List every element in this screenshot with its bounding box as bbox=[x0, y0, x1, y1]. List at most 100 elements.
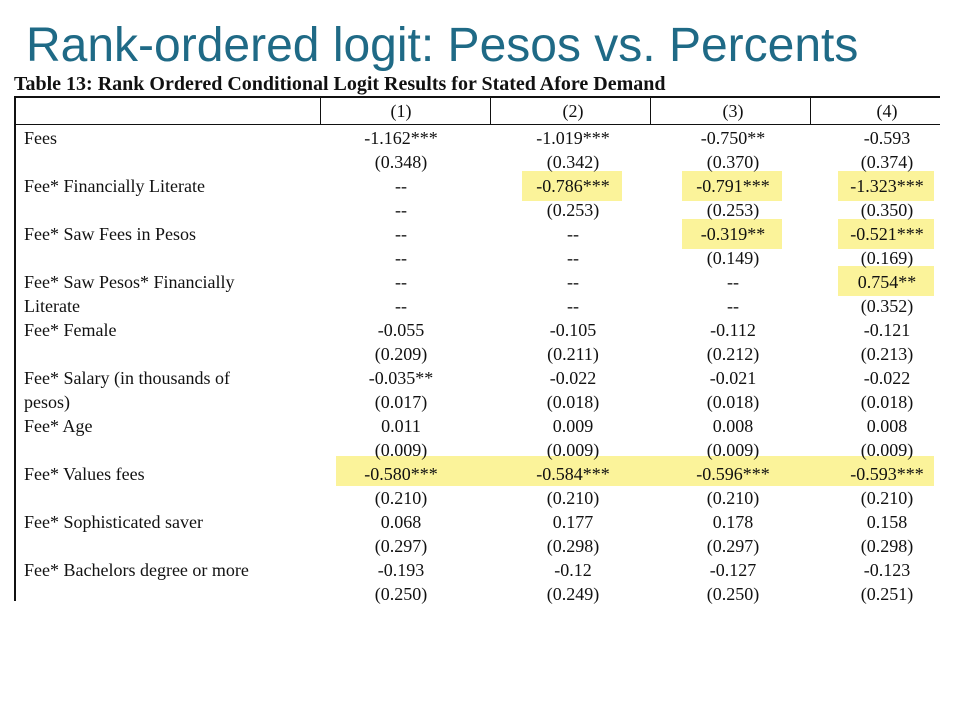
row-label: Fee* Sophisticated saver bbox=[24, 512, 203, 532]
table-cell: (0.350) bbox=[860, 200, 914, 220]
table-row: pesos) (0.017) (0.018) (0.018) (0.018) bbox=[16, 390, 940, 414]
table-cell: -- bbox=[567, 224, 579, 244]
highlight-values-fees-row bbox=[336, 456, 934, 486]
table-cell: (0.017) bbox=[374, 392, 428, 412]
table-cell: -- bbox=[567, 248, 579, 268]
table-caption: Table 13: Rank Ordered Conditional Logit… bbox=[14, 73, 666, 95]
table-row: (0.297) (0.298) (0.297) (0.298) bbox=[16, 534, 940, 558]
table-cell: 0.008 bbox=[712, 416, 754, 436]
highlight-fin-lit-col2 bbox=[522, 171, 622, 201]
table-cell: (0.009) bbox=[706, 440, 760, 460]
table-cell: -0.127 bbox=[709, 560, 757, 580]
table-row: Fee* Female -0.055 -0.105 -0.112 -0.121 bbox=[16, 318, 940, 342]
table-row: (0.348) (0.342) (0.370) (0.374) bbox=[16, 150, 940, 174]
table-cell: -- bbox=[395, 272, 407, 292]
table-cell: -0.319** bbox=[700, 224, 766, 244]
table-cell: (0.149) bbox=[706, 248, 760, 268]
row-label: Fee* Salary (in thousands of bbox=[24, 368, 230, 388]
table-row: (0.210) (0.210) (0.210) (0.210) bbox=[16, 486, 940, 510]
table-cell: -0.521*** bbox=[850, 224, 924, 244]
table-cell: (0.298) bbox=[546, 536, 600, 556]
table-cell: (0.298) bbox=[860, 536, 914, 556]
table-header-rule bbox=[14, 124, 940, 125]
column-header-2: (2) bbox=[562, 101, 584, 121]
highlight-fin-lit-col3 bbox=[682, 171, 782, 201]
table-row: Fee* Age 0.011 0.009 0.008 0.008 bbox=[16, 414, 940, 438]
table-row: Fee* Salary (in thousands of -0.035** -0.0… bbox=[16, 366, 940, 390]
table-cell: (0.210) bbox=[546, 488, 600, 508]
table-cell: -- bbox=[567, 296, 579, 316]
table-cell: -- bbox=[395, 200, 407, 220]
row-label: Fee* Bachelors degree or more bbox=[24, 560, 249, 580]
table-cell: (0.018) bbox=[706, 392, 760, 412]
table-cell: (0.370) bbox=[706, 152, 760, 172]
row-label: Fees bbox=[24, 128, 57, 148]
table-cell: (0.210) bbox=[374, 488, 428, 508]
table-row: Fees -1.162*** -1.019*** -0.750** -0.593 bbox=[16, 126, 940, 150]
table-cell: -0.123 bbox=[863, 560, 911, 580]
table-cell: 0.011 bbox=[381, 416, 421, 436]
row-label: Fee* Values fees bbox=[24, 464, 145, 484]
table-top-rule bbox=[14, 96, 940, 98]
column-header-1: (1) bbox=[390, 101, 412, 121]
table-cell: (0.253) bbox=[546, 200, 600, 220]
table-row: -- -- (0.149) (0.169) bbox=[16, 246, 940, 270]
table-cell: (0.374) bbox=[860, 152, 914, 172]
row-label: Fee* Financially Literate bbox=[24, 176, 205, 196]
table-cell: -0.121 bbox=[863, 320, 911, 340]
table-cell: (0.169) bbox=[860, 248, 914, 268]
table-cell: -0.580*** bbox=[364, 464, 438, 484]
table-cell: (0.297) bbox=[374, 536, 428, 556]
table-cell: 0.178 bbox=[712, 512, 754, 532]
table-row: -- (0.253) (0.253) (0.350) bbox=[16, 198, 940, 222]
table-cell: -- bbox=[395, 224, 407, 244]
table-cell: -0.112 bbox=[710, 320, 756, 340]
column-divider bbox=[810, 96, 811, 125]
table-cell: 0.008 bbox=[866, 416, 908, 436]
table-cell: -0.593*** bbox=[850, 464, 924, 484]
table-cell: -1.162*** bbox=[364, 128, 438, 148]
table-cell: (0.018) bbox=[860, 392, 914, 412]
table-cell: (0.250) bbox=[374, 584, 428, 604]
results-table bbox=[14, 96, 940, 601]
table-cell: -- bbox=[567, 272, 579, 292]
table-cell: (0.009) bbox=[546, 440, 600, 460]
table-cell: (0.009) bbox=[374, 440, 428, 460]
highlight-pesos-col3 bbox=[682, 219, 782, 249]
column-divider bbox=[320, 96, 321, 125]
table-cell: -- bbox=[395, 248, 407, 268]
table-cell: -- bbox=[727, 296, 739, 316]
table-cell: (0.213) bbox=[860, 344, 914, 364]
table-cell: -0.022 bbox=[549, 368, 597, 388]
table-cell: (0.249) bbox=[546, 584, 600, 604]
table-cell: 0.754** bbox=[857, 272, 917, 292]
table-row: (0.009) (0.009) (0.009) (0.009) bbox=[16, 438, 940, 462]
row-label: pesos) bbox=[24, 392, 70, 412]
table-cell: -0.791*** bbox=[696, 176, 770, 196]
table-row: Fee* Values fees -0.580*** -0.584*** -0.596… bbox=[16, 462, 940, 486]
table-row: Fee* Saw Pesos* Financially -- -- -- 0.754** bbox=[16, 270, 940, 294]
table-row: Fee* Bachelors degree or more -0.193 -0.12… bbox=[16, 558, 940, 582]
highlight-pesos-fin-lit-col4 bbox=[838, 266, 934, 296]
slide-title: Rank-ordered logit: Pesos vs. Percents bbox=[26, 19, 859, 72]
table-cell: -0.055 bbox=[377, 320, 425, 340]
column-header-4: (4) bbox=[876, 101, 898, 121]
table-cell: 0.177 bbox=[552, 512, 594, 532]
row-label: Fee* Saw Pesos* Financially bbox=[24, 272, 235, 292]
table-cell: (0.348) bbox=[374, 152, 428, 172]
table-row: (0.209) (0.211) (0.212) (0.213) bbox=[16, 342, 940, 366]
table-cell: 0.068 bbox=[380, 512, 422, 532]
table-cell: -0.596*** bbox=[696, 464, 770, 484]
table-cell: -0.12 bbox=[554, 560, 592, 580]
table-cell: -- bbox=[395, 296, 407, 316]
table-cell: -0.593 bbox=[863, 128, 911, 148]
table-cell: (0.212) bbox=[706, 344, 760, 364]
table-row: Fee* Saw Fees in Pesos -- -- -0.319** -0.521… bbox=[16, 222, 940, 246]
table-row: Fee* Sophisticated saver 0.068 0.177 0.178 0… bbox=[16, 510, 940, 534]
table-cell: -0.035** bbox=[368, 368, 434, 388]
table-cell: -- bbox=[395, 176, 407, 196]
table-cell: (0.251) bbox=[860, 584, 914, 604]
table-cell: 0.158 bbox=[866, 512, 908, 532]
column-divider bbox=[650, 96, 651, 125]
table-cell: -0.786*** bbox=[536, 176, 610, 196]
